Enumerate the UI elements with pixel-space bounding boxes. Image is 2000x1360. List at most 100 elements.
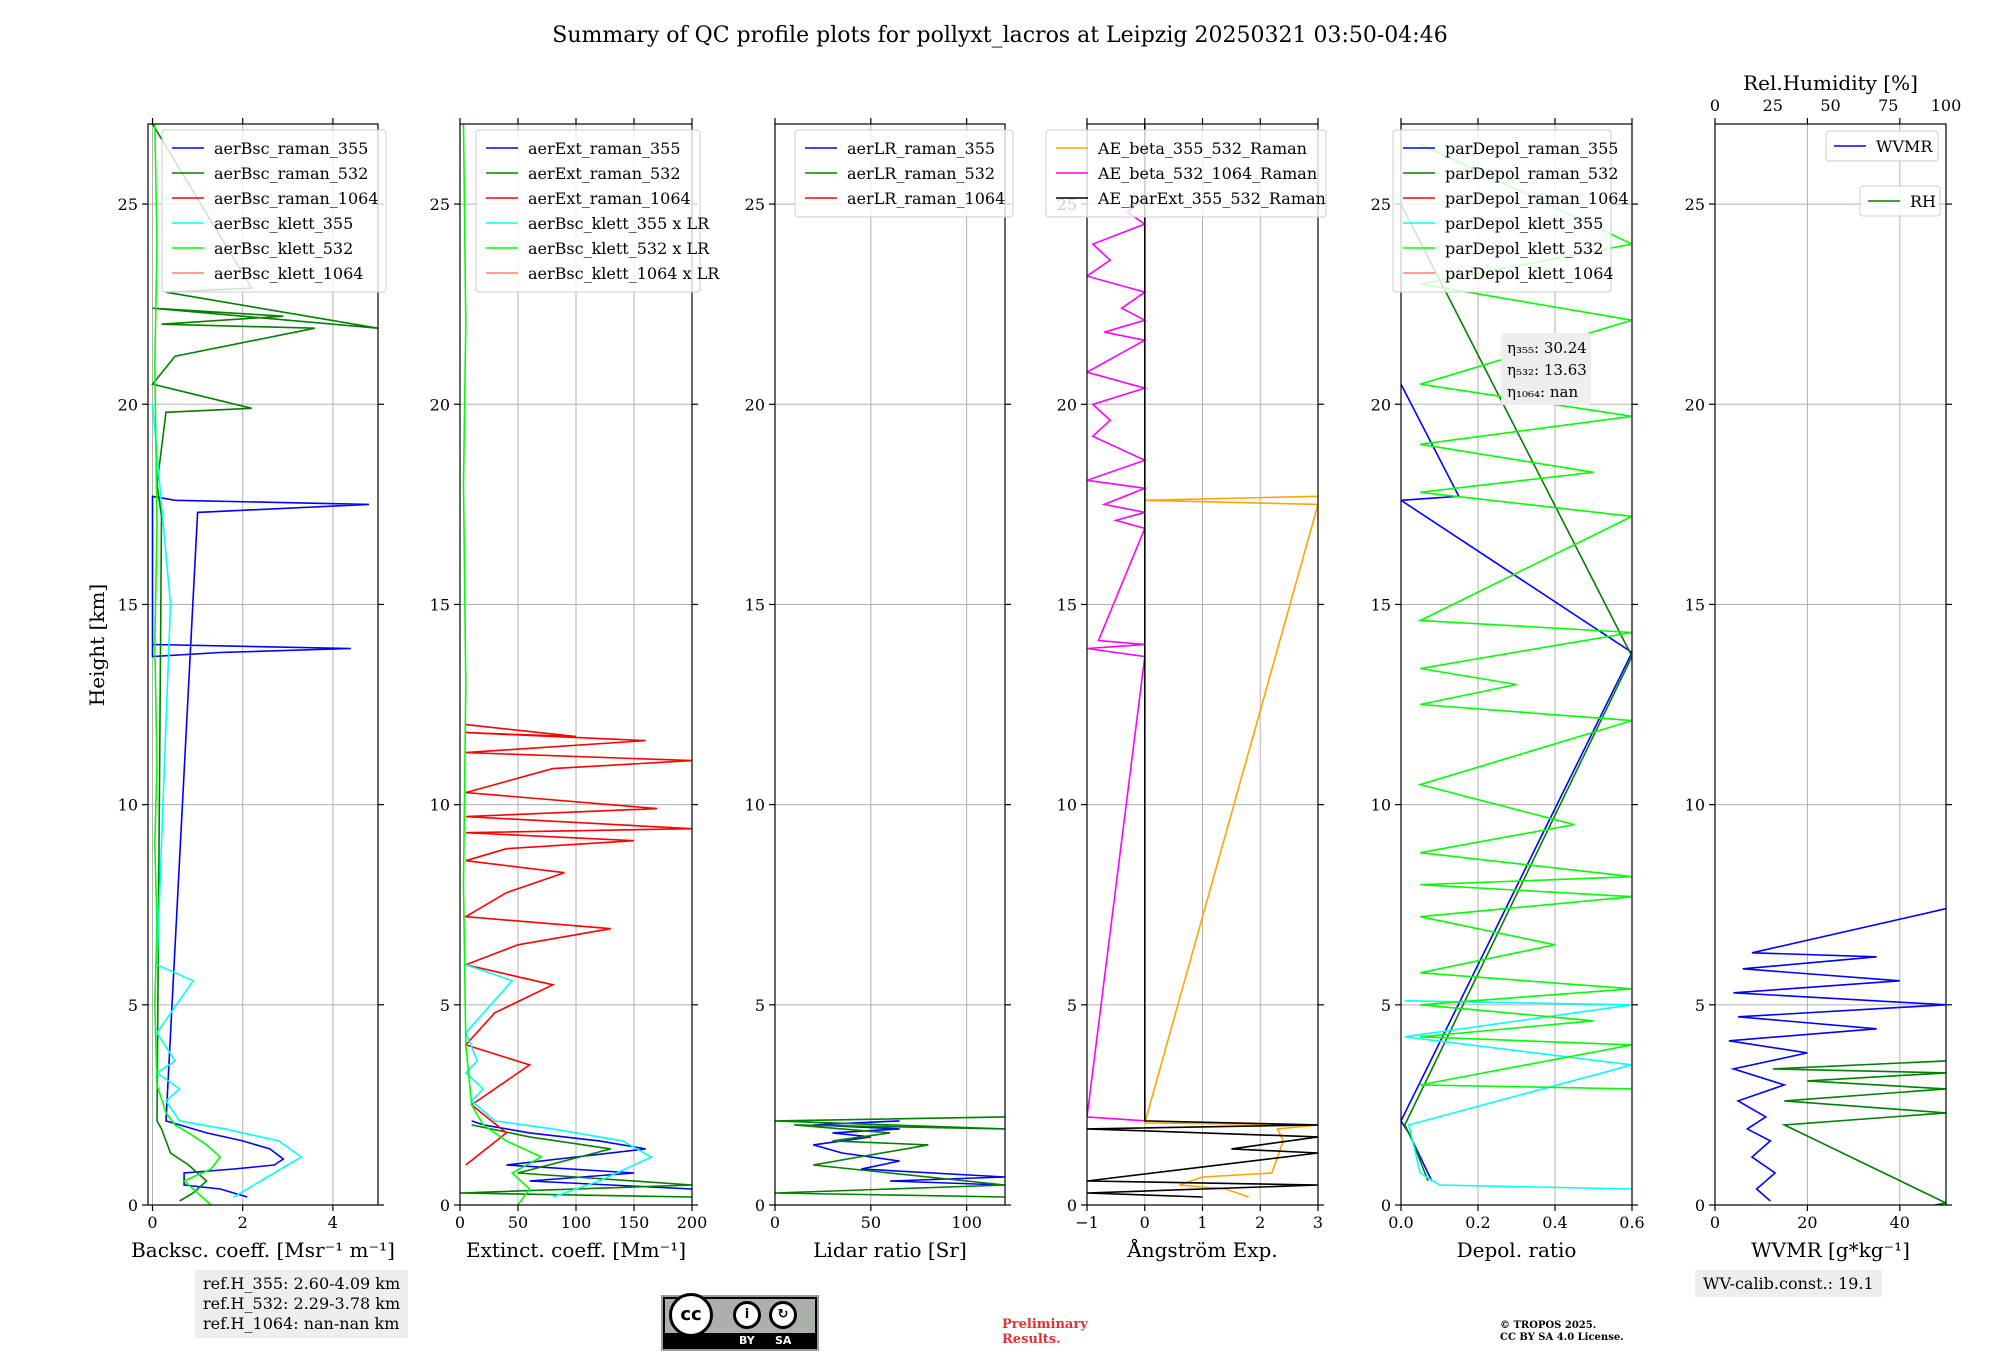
top-tick-label: 25 xyxy=(1763,96,1783,115)
x-tick-label: 150 xyxy=(619,1213,650,1232)
ref-height-1064: ref.H_1064: nan-nan km xyxy=(203,1314,400,1333)
legend-box xyxy=(1825,130,1939,162)
top-tick-label: 0 xyxy=(1710,96,1720,115)
preliminary-line-1: Preliminary xyxy=(1002,1317,1088,1332)
y-tick-label: 25 xyxy=(118,195,138,214)
x-tick-label: 200 xyxy=(677,1213,708,1232)
legend-label: parDepol_raman_1064 xyxy=(1445,189,1629,208)
x-tick-label: 3 xyxy=(1313,1213,1323,1232)
series-line-aerext-raman-1064 xyxy=(463,723,692,1166)
legend: AE_beta_355_532_Raman AE_beta_532_1064_Ra… xyxy=(1045,129,1327,218)
preliminary-note: Preliminary Results. xyxy=(1002,1317,1088,1347)
y-tick-label: 5 xyxy=(755,996,765,1015)
series-group xyxy=(151,124,378,1205)
y-tick-label: 20 xyxy=(1057,395,1077,414)
series-group xyxy=(1728,907,1946,1205)
x-tick-label: 0.4 xyxy=(1542,1213,1567,1232)
copyright-line-2: CC BY SA 4.0 License. xyxy=(1500,1332,1624,1343)
y-tick-label: 15 xyxy=(118,595,138,614)
top-tick-label: 100 xyxy=(1931,96,1962,115)
legend-label: aerExt_raman_355 xyxy=(528,139,681,158)
y-tick-label: 15 xyxy=(430,595,450,614)
y-tick-label: 0 xyxy=(755,1196,765,1215)
series-group xyxy=(1087,124,1318,1198)
x-tick-label: −1 xyxy=(1075,1213,1099,1232)
series-line-pardepol-raman-355 xyxy=(1401,383,1632,1182)
x-tick-label: 0 xyxy=(770,1213,780,1232)
x-axis-label: Ångström Exp. xyxy=(1126,1237,1277,1262)
x-tick-label: 40 xyxy=(1890,1213,1910,1232)
legend-label: AE_beta_532_1064_Raman xyxy=(1097,164,1317,183)
cc-by-sa-icon: cc xyxy=(669,1293,713,1337)
y-tick-label: 25 xyxy=(1685,195,1705,214)
copyright-line-1: © TROPOS 2025. xyxy=(1500,1320,1597,1331)
x-axis-label: Backsc. coeff. [Msr⁻¹ m⁻¹] xyxy=(131,1238,395,1262)
y-tick-label: 10 xyxy=(1057,796,1077,815)
y-tick-label: 5 xyxy=(440,996,450,1015)
y-tick-label: 20 xyxy=(118,395,138,414)
series-line-aerbsc-klett-532-x-lr xyxy=(462,124,543,1205)
series-line-pardepol-klett-355 xyxy=(1404,1000,1632,1190)
sa-label: SA xyxy=(775,1334,792,1347)
y-tick-label: 25 xyxy=(745,195,765,214)
x-tick-label: 0.0 xyxy=(1388,1213,1413,1232)
axes-frame xyxy=(1400,123,1633,1206)
legend-label: aerBsc_raman_355 xyxy=(214,139,368,158)
y-tick-label: 10 xyxy=(1685,796,1705,815)
top-tick-label: 50 xyxy=(1820,96,1840,115)
axes-frame xyxy=(1714,123,1947,1206)
x-tick-label: 0 xyxy=(1710,1213,1720,1232)
x-tick-label: 0 xyxy=(455,1213,465,1232)
y-tick-label: 15 xyxy=(745,595,765,614)
axes-frame xyxy=(147,123,379,1206)
eta-calibration-box: η₃₅₅: 30.24 η₅₃₂: 13.63 η₁₀₆₄: nan xyxy=(1501,333,1591,405)
x-tick-label: 2 xyxy=(1255,1213,1265,1232)
legend-label: AE_beta_355_532_Raman xyxy=(1097,139,1307,158)
legend-label: aerBsc_klett_532 xyxy=(214,239,353,258)
ref-height-355: ref.H_355: 2.60-4.09 km xyxy=(203,1274,401,1293)
legend: parDepol_raman_355 parDepol_raman_532 parD… xyxy=(1392,129,1629,293)
legend-label: aerBsc_klett_355 xyxy=(214,214,353,233)
panel-6: 0 20 40 0 5 10 15 20 25 WVMR [g*kg⁻¹] 0 25 50 75 100 Re… xyxy=(1685,71,1962,1262)
series-line-aerbsc-klett-532 xyxy=(153,124,222,1205)
series-line-pardepol-klett-532 xyxy=(1417,143,1632,1090)
legend-label: aerBsc_klett_1064 x LR xyxy=(528,264,720,283)
x-axis-label: Extinct. coeff. [Mm⁻¹] xyxy=(466,1238,686,1262)
panel-3: 0 50 100 0 5 10 15 20 25 Lidar ratio [Sr] aerLR_ra… xyxy=(745,118,1014,1262)
panel-5: 0.0 0.2 0.4 0.6 0 5 10 15 20 25 Depol. ratio parDep… xyxy=(1371,118,1645,1262)
x-tick-label: 50 xyxy=(861,1213,881,1232)
y-tick-label: 20 xyxy=(430,395,450,414)
y-tick-label: 15 xyxy=(1371,595,1391,614)
legend: aerLR_raman_355 aerLR_raman_532 aerLR_rama… xyxy=(794,129,1014,218)
y-tick-label: 0 xyxy=(1067,1196,1077,1215)
legend-box xyxy=(161,129,387,293)
legend-label: parDepol_raman_355 xyxy=(1445,139,1618,158)
legend-label: WVMR xyxy=(1876,137,1933,156)
x-axis-label: Depol. ratio xyxy=(1457,1238,1577,1262)
wv-calib-const: WV-calib.const.: 19.1 xyxy=(1703,1274,1874,1293)
series-line-aerbsc-klett-355 xyxy=(151,404,303,1198)
y-tick-label: 10 xyxy=(118,796,138,815)
y-tick-label: 5 xyxy=(1381,996,1391,1015)
series-line-aerlr-raman-532 xyxy=(775,1116,1005,1198)
legend-box xyxy=(475,129,701,293)
x-tick-label: 2 xyxy=(238,1213,248,1232)
annotation-line: η₃₅₅: 30.24 xyxy=(1507,339,1587,357)
share-alike-icon: ↻ xyxy=(769,1301,797,1329)
x-tick-label: 100 xyxy=(561,1213,592,1232)
series-line-aerext-raman-532 xyxy=(460,1124,692,1198)
y-tick-label: 25 xyxy=(1371,195,1391,214)
legend-label: aerBsc_raman_532 xyxy=(214,164,368,183)
panel-1: 0 2 4 0 5 10 15 20 25 Backsc. coeff. [Msr⁻¹ m⁻¹] a… xyxy=(118,118,395,1262)
legend-label: RH xyxy=(1910,192,1936,211)
preliminary-line-2: Results. xyxy=(1002,1332,1061,1347)
x-tick-label: 0 xyxy=(1140,1213,1150,1232)
y-tick-label: 5 xyxy=(1067,996,1077,1015)
series-line-ae-beta-532-1064-raman xyxy=(1087,195,1148,1122)
series-line-ae-beta-355-532-raman xyxy=(1143,495,1318,1198)
y-tick-label: 20 xyxy=(1371,395,1391,414)
y-tick-label: 10 xyxy=(1371,796,1391,815)
annotation-box xyxy=(1501,333,1591,405)
legend-label: aerLR_raman_532 xyxy=(847,164,995,183)
